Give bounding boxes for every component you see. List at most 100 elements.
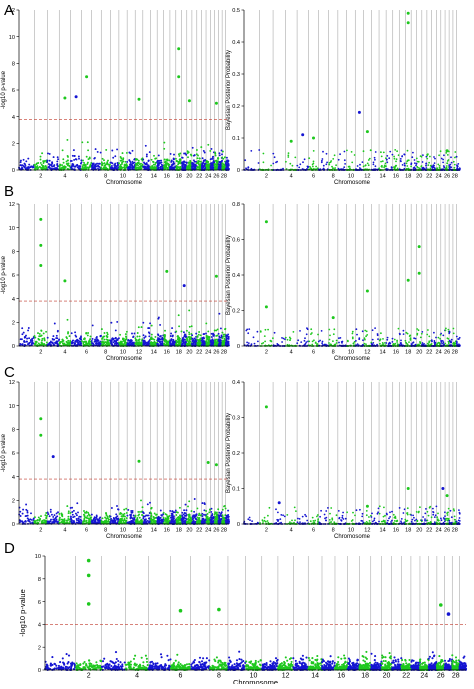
snp-point [116, 321, 118, 323]
snp-point [84, 166, 86, 168]
snp-point [89, 515, 91, 517]
snp-point [428, 336, 430, 338]
snp-point [120, 520, 122, 522]
snp-point [72, 155, 74, 157]
snp-point [366, 334, 368, 336]
x-tick-label: 10 [348, 174, 354, 180]
snp-point [28, 167, 30, 169]
snp-point [216, 166, 218, 168]
x-tick-label: 12 [136, 174, 142, 180]
snp-point [146, 154, 148, 156]
snp-point [41, 520, 43, 522]
snp-point [145, 167, 147, 169]
snp-point [313, 161, 315, 163]
snp-point [69, 335, 71, 337]
snp-point [132, 163, 134, 165]
snp-point [126, 515, 128, 517]
snp-point [218, 313, 220, 315]
y-tick-label: 0.1 [232, 136, 240, 142]
snp-point [218, 333, 220, 335]
snp-point [449, 340, 451, 342]
peak-point [407, 12, 410, 15]
snp-point [406, 332, 408, 334]
snp-point [149, 166, 151, 168]
peak-point [75, 95, 78, 98]
snp-point [308, 157, 310, 159]
snp-point [362, 161, 364, 163]
snp-point [402, 164, 404, 166]
snp-point [406, 165, 408, 167]
snp-point [264, 335, 266, 337]
snp-point [39, 520, 41, 522]
snp-point [85, 164, 87, 166]
snp-point [126, 517, 128, 519]
snp-point [45, 331, 47, 333]
snp-point [354, 154, 356, 156]
snp-point [152, 168, 154, 170]
snp-point [426, 158, 428, 160]
snp-point [188, 166, 190, 168]
snp-point [362, 330, 364, 332]
snp-point [115, 516, 117, 518]
snp-point [24, 341, 26, 343]
y-axis-label: Bayesian Posterior Probability [226, 235, 232, 315]
snp-point [169, 340, 171, 342]
snp-point [393, 156, 395, 158]
snp-point [104, 521, 106, 523]
snp-point [193, 341, 195, 343]
snp-point [19, 343, 21, 345]
snp-point [24, 163, 26, 165]
y-tick-label: 10 [9, 35, 15, 41]
snp-point [184, 333, 186, 335]
snp-point [423, 167, 425, 169]
snp-point [111, 507, 113, 509]
snp-point [151, 325, 153, 327]
snp-point [323, 165, 325, 167]
snp-point [152, 161, 154, 163]
snp-point [87, 332, 89, 334]
x-tick-label: 10 [348, 350, 354, 356]
snp-point [442, 162, 444, 164]
snp-point [416, 158, 418, 160]
snp-point [351, 162, 353, 164]
snp-point [381, 165, 383, 167]
snp-point [448, 329, 450, 331]
snp-point [444, 343, 446, 345]
snp-point [96, 340, 98, 342]
x-tick-label: 10 [120, 350, 126, 356]
snp-point [125, 336, 127, 338]
x-tick-label: 6 [85, 350, 88, 356]
snp-point [372, 342, 374, 344]
x-axis-label: Chromosome [106, 356, 143, 362]
snp-point [386, 339, 388, 341]
snp-point [120, 160, 122, 162]
snp-point [160, 166, 162, 168]
snp-point [222, 151, 224, 153]
snp-point [148, 327, 150, 329]
snp-point [443, 341, 445, 343]
snp-point [244, 159, 246, 161]
snp-point [102, 167, 104, 169]
snp-point [438, 337, 440, 339]
snp-point [358, 337, 360, 339]
x-tick-label: 6 [85, 174, 88, 180]
snp-point [92, 338, 94, 340]
snp-point [226, 157, 228, 159]
snp-point [110, 518, 112, 520]
snp-point [404, 165, 406, 167]
snp-point [72, 514, 74, 516]
snp-point [406, 160, 408, 162]
snp-point [191, 165, 193, 167]
snp-point [267, 329, 269, 331]
snp-point [454, 342, 456, 344]
x-tick-label: 16 [393, 174, 399, 180]
snp-point [75, 336, 77, 338]
y-tick-label: 10 [9, 226, 15, 232]
snp-point [434, 158, 436, 160]
x-tick-label: 4 [290, 174, 293, 180]
panel-letter-b: B [4, 183, 14, 200]
snp-point [296, 165, 298, 167]
snp-point [130, 517, 132, 519]
snp-point [178, 155, 180, 157]
snp-point [459, 337, 461, 339]
